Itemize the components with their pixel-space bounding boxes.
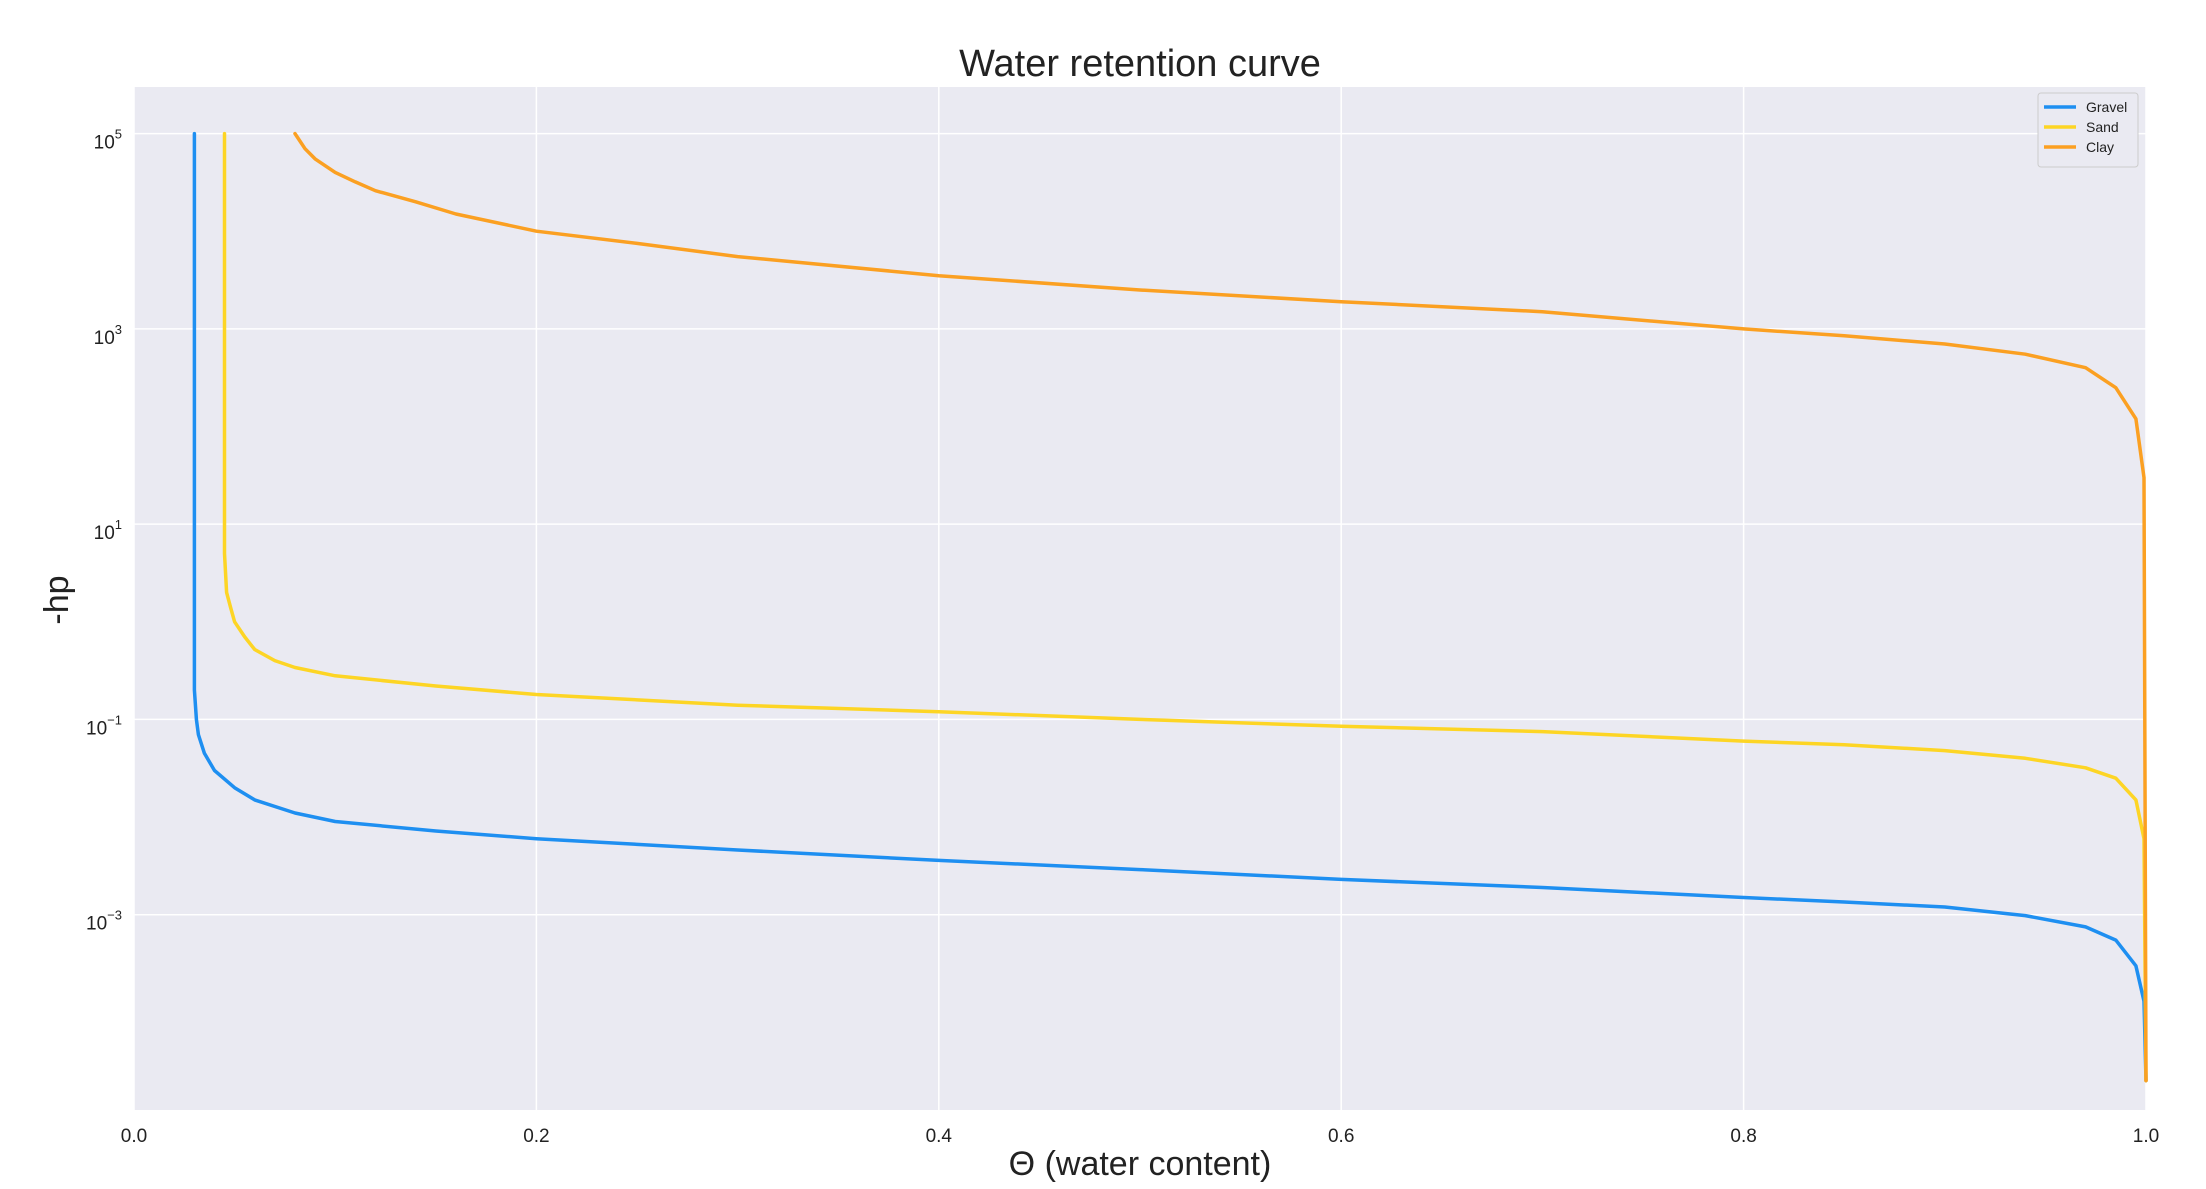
x-tick-label: 0.4: [926, 1126, 953, 1147]
series-line-sand: [222, 131, 2148, 1083]
series-lines: [192, 131, 2148, 1083]
x-tick-label: 0.6: [1328, 1126, 1354, 1147]
y-tick-label: 10−1: [86, 712, 122, 739]
x-axis-label: Θ (water content): [1009, 1145, 1272, 1183]
tick-labels: 0.0 0.2 0.4 0.6 0.8 1.0 105 103 101 10−1 10−3: [86, 127, 2159, 1147]
x-tick-label: 1.0: [2133, 1126, 2159, 1147]
chart-title: Water retention curve: [959, 43, 1321, 85]
series-line-clay: [293, 131, 2148, 1083]
y-tick-label: 101: [94, 517, 122, 544]
x-tick-label: 0.0: [121, 1126, 147, 1147]
legend-label-sand: Sand: [2086, 119, 2119, 135]
y-axis-label: -hp: [38, 575, 76, 624]
series-line-gravel: [192, 131, 2148, 1083]
x-tick-label: 0.8: [1730, 1126, 1756, 1147]
legend-label-clay: Clay: [2086, 139, 2114, 155]
y-tick-label: 10−3: [86, 908, 122, 935]
y-tick-label: 103: [94, 322, 122, 349]
x-tick-label: 0.2: [523, 1126, 549, 1147]
legend: Gravel Sand Clay: [2037, 92, 2139, 168]
plot-background: [134, 87, 2146, 1110]
y-tick-label: 105: [94, 127, 122, 154]
legend-label-gravel: Gravel: [2086, 99, 2127, 115]
